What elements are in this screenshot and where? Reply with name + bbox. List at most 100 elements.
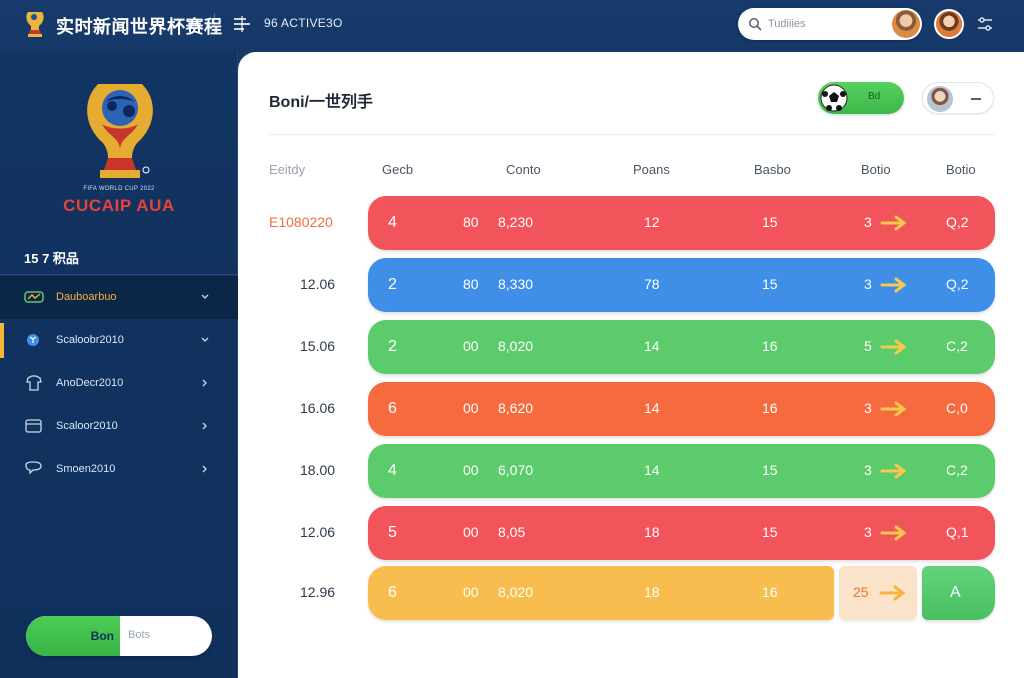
soccer-ball-icon (820, 84, 848, 112)
table-header: Eeitdy Gecb Conto Poans Basbo Botio Boti… (238, 162, 1024, 182)
arrow-right-icon (880, 401, 907, 417)
sidebar-item-schedule[interactable]: Scaloobr2010 (0, 319, 238, 362)
cell-value: 3 (864, 400, 872, 416)
row-date: 18.00 (300, 462, 336, 478)
cell-value: 4 (388, 214, 397, 231)
table-row[interactable]: 16.06 6 00 8,620 14 16 3 C,0 (238, 382, 1024, 436)
search-input[interactable] (768, 14, 888, 34)
search-box[interactable] (738, 8, 922, 40)
settings-icon[interactable] (976, 15, 994, 33)
sidebar-item-results[interactable]: AnoDecr2010 (0, 362, 238, 405)
chevron-down-icon (201, 294, 209, 299)
cell-value: 15 (762, 276, 778, 292)
sidebar-section-label: 15 7 积品 (24, 251, 79, 266)
cell-value: 12 (644, 214, 660, 230)
table-row[interactable]: 12.06 2 80 8,330 78 15 3 Q,2 (238, 258, 1024, 312)
row-bar[interactable]: 6 00 8,620 14 16 3 C,0 (368, 382, 995, 436)
sidebar-toggle[interactable]: Bon Bots (26, 616, 212, 656)
arrow-right-icon (880, 277, 907, 293)
chevron-right-icon (202, 379, 207, 387)
row-bar[interactable]: 4 00 6,070 14 15 3 C,2 (368, 444, 995, 498)
arrow-right-icon (879, 585, 906, 601)
row-date: 12.06 (300, 276, 336, 292)
row-bar[interactable]: 5 00 8,05 18 15 3 Q,1 (368, 506, 995, 560)
column-header[interactable]: Botio (861, 162, 891, 177)
cell-value: 8,620 (498, 400, 534, 416)
cell-value: 8,020 (498, 584, 534, 600)
cell-value: 15 (762, 524, 778, 540)
arrow-right-icon (880, 215, 907, 231)
arrow-right-icon (880, 463, 907, 479)
column-header[interactable]: Botio (946, 162, 976, 177)
sidebar-item-standings[interactable]: Scaloor2010 (0, 405, 238, 448)
cell-value: 3 (864, 276, 872, 292)
cell-value: 15 (762, 214, 778, 230)
cell-value: 8,020 (498, 338, 534, 354)
sidebar-item-label: Scaloor2010 (56, 420, 118, 432)
sidebar-item-dashboard[interactable]: Dauboarbuo (0, 276, 238, 319)
column-header[interactable]: Conto (506, 162, 541, 177)
cell-value: 14 (644, 462, 660, 478)
table-row[interactable]: 18.00 4 00 6,070 14 15 3 C,2 (238, 444, 1024, 498)
cell-value: 25 (853, 584, 869, 600)
cell-value: 80 (463, 276, 479, 292)
minus-icon[interactable] (971, 98, 981, 100)
row-bar[interactable]: 4 80 8,230 12 15 3 Q,2 (368, 196, 995, 250)
user-avatar[interactable] (934, 9, 964, 39)
row-bar[interactable]: 6 00 8,020 18 16 (368, 566, 834, 620)
search-avatar[interactable] (892, 10, 920, 38)
sidebar-divider (0, 274, 238, 275)
ball-icon (27, 334, 39, 346)
sidebar-item-label: Dauboarbuo (56, 291, 117, 303)
cell-value: 3 (864, 462, 872, 478)
row-bar[interactable]: 2 00 8,020 14 16 5 C,2 (368, 320, 995, 374)
toggle-off-label[interactable]: Bots (128, 629, 151, 641)
row-date: 16.06 (300, 400, 336, 416)
stadium-icon (24, 291, 44, 303)
cell-value: 16 (762, 584, 778, 600)
table-row[interactable]: E1080220 4 80 8,230 12 15 3 Q,2 (238, 196, 1024, 250)
chevron-right-icon (202, 465, 207, 473)
trophy-icon[interactable] (22, 10, 48, 38)
table-row[interactable]: 15.06 2 00 8,020 14 16 5 C,2 (238, 320, 1024, 374)
cell-value: 14 (644, 338, 660, 354)
cell-value: C,2 (946, 462, 968, 478)
cell-value: 5 (864, 338, 872, 354)
menu-icon[interactable] (232, 15, 252, 33)
brand-tagline: FIFA WORLD CUP 2022 (83, 186, 155, 192)
arrow-right-icon (880, 339, 907, 355)
row-bar[interactable]: 2 80 8,330 78 15 3 Q,2 (368, 258, 995, 312)
cell-value: 80 (463, 214, 479, 230)
chat-icon (25, 461, 42, 475)
cell-value: 18 (644, 524, 660, 540)
cell-value: 00 (463, 584, 479, 600)
world-cup-trophy-logo (87, 84, 153, 178)
cell-value: 2 (388, 338, 397, 355)
cell-value: 4 (388, 462, 397, 479)
cell-value: 14 (644, 400, 660, 416)
chevron-right-icon (202, 422, 207, 430)
table-row[interactable]: 12.06 5 00 8,05 18 15 3 Q,1 (238, 506, 1024, 560)
table-row[interactable]: 12.96 6 00 8,020 18 16 25 A (238, 566, 1024, 620)
action-button[interactable]: A (922, 566, 995, 620)
toggle-on-segment[interactable]: Bon (26, 616, 120, 656)
column-header[interactable]: Gecb (382, 162, 414, 177)
cell-value: Q,2 (946, 214, 969, 230)
column-header[interactable]: Basbo (754, 162, 791, 177)
top-bar: 实时新闻世界杯赛程 96 ACTIVE3O (0, 0, 1024, 48)
header-subtitle: 96 ACTIVE3O (264, 16, 343, 30)
user-chip[interactable] (922, 82, 994, 114)
shirt-icon (26, 375, 42, 391)
search-icon (749, 18, 762, 31)
cell-value: 00 (463, 338, 479, 354)
cell-value: 00 (463, 462, 479, 478)
column-header[interactable]: Eeitdy (269, 162, 306, 177)
chevron-down-icon (201, 337, 209, 342)
cell-value: 3 (864, 524, 872, 540)
cell-value: 00 (463, 524, 479, 540)
score-chip[interactable]: 25 (839, 566, 917, 620)
row-date: E1080220 (269, 214, 333, 230)
sidebar-item-news[interactable]: Smoen2010 (0, 448, 238, 491)
column-header[interactable]: Poans (633, 162, 670, 177)
ball-toggle[interactable]: Bd (818, 82, 904, 114)
